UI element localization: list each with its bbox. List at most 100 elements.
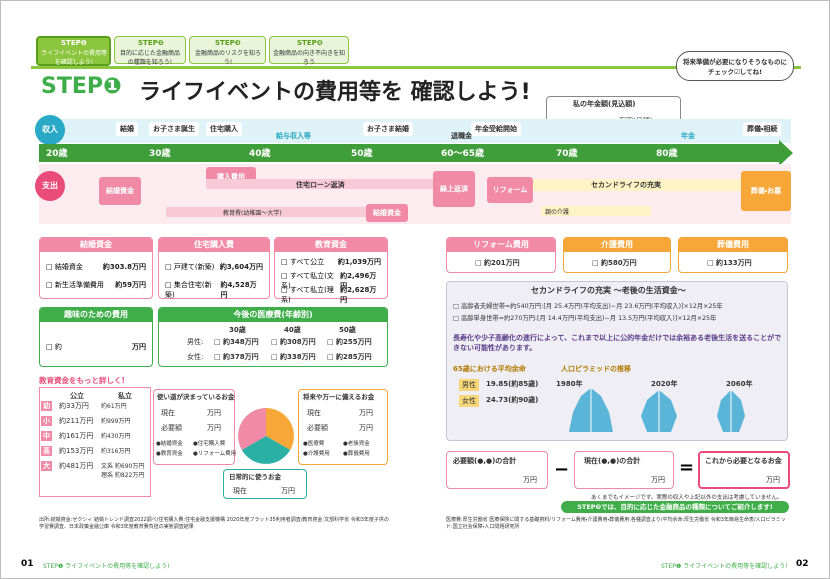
- tab-label: ライフイベントの費用等を確認しよう!: [41, 48, 107, 66]
- item: ●リフォーム費用: [193, 449, 236, 457]
- item: ●介護費用: [303, 449, 330, 457]
- summary-unit: 万円: [651, 475, 665, 485]
- value: □ 約580万円: [592, 258, 637, 268]
- expense-event: 葬儀・お墓: [741, 171, 791, 211]
- item: ●老後資金: [343, 439, 370, 447]
- footnote: 医療費:厚生労働省 医療保険に関する基礎資料/リフォーム費用・介護費用・葬儀費用…: [446, 517, 791, 531]
- age: 50歳: [351, 146, 373, 159]
- value: 約161万円: [59, 431, 93, 441]
- value: 約3,604万円: [220, 262, 263, 272]
- summary-unit: 万円: [523, 475, 537, 485]
- panel-title: 趣味のための費用: [40, 308, 152, 322]
- row-label: 中: [41, 431, 52, 441]
- panel-title: 今後の医療費(年齢別): [159, 308, 387, 322]
- income-event: 葬儀・相続: [743, 122, 781, 136]
- label: □ 約: [46, 342, 62, 352]
- footer-text: STEP❶ ライフイベントの費用等を確認しよう!: [661, 561, 788, 570]
- value: 約481万円: [59, 461, 93, 471]
- age: 30歳: [149, 146, 171, 159]
- row: □ 新生活準備費用 約59万円: [46, 280, 146, 290]
- panel: 介護費用 □ 約580万円: [563, 237, 671, 273]
- income-event: 年金受給開始: [471, 122, 521, 136]
- spread: STEP❶ ライフイベントの費用等を確認しよう! STEP❷ 目的に応じた金融商…: [0, 0, 830, 579]
- label: □ すべて公立: [281, 257, 324, 267]
- unit: 万円: [207, 423, 221, 433]
- value: 約59万円: [115, 280, 146, 290]
- value: 文系 約690万円 理系 約822万円: [101, 461, 149, 479]
- panel: 葬儀費用 □ 約133万円: [678, 237, 788, 273]
- summary-unit: 万円: [766, 475, 780, 485]
- row-label: 幼: [41, 401, 52, 411]
- panel-title: 介護費用: [564, 238, 670, 252]
- minus: −: [554, 459, 569, 480]
- value: □ 約255万円: [327, 337, 372, 347]
- value: 約61万円: [101, 401, 149, 410]
- life-value: 24.73(約90歳): [486, 395, 538, 405]
- summary-required: 必要額(●,●)の合計: [453, 456, 516, 466]
- panel-title: 住宅購入費: [159, 238, 269, 252]
- pie-box-title: 将来や万一に備えるお金: [303, 391, 374, 401]
- unit: 万円: [132, 342, 146, 352]
- value: 約2,628万円: [340, 285, 381, 305]
- age: 40歳: [249, 146, 271, 159]
- expense-event: 結婚資金: [99, 177, 141, 205]
- page-number: 02: [796, 559, 809, 569]
- row: □ すべて私立(理系)約2,628万円: [281, 285, 381, 305]
- value: □ 約201万円: [475, 258, 520, 268]
- income-event: お子さま結婚: [363, 122, 413, 136]
- value: □ 約133万円: [707, 258, 752, 268]
- label: □ 集合住宅(新築): [165, 280, 220, 300]
- banner[interactable]: STEP❷では、目的に応じた金融商品の種類についてご紹介します!: [561, 501, 789, 513]
- edu-detail-title: 教育資金をもっと詳しく!: [39, 375, 125, 386]
- item: ●葬儀費用: [343, 449, 370, 457]
- row-label: 女性:: [187, 352, 203, 362]
- expense-event: 結婚資金: [366, 204, 408, 222]
- row: □ すべて公立 約1,039万円: [281, 257, 381, 267]
- value: 約1,039万円: [338, 257, 381, 267]
- row-label: 小: [41, 416, 52, 426]
- expense-band: [39, 164, 791, 224]
- header: 公立: [70, 391, 84, 401]
- value: □ 約308万円: [271, 337, 316, 347]
- income-label: 収入: [35, 115, 65, 145]
- row-label: 大: [41, 461, 52, 471]
- age: 60〜65歳: [441, 146, 484, 159]
- label: 現在: [161, 408, 175, 418]
- panel-title: 葬儀費用: [679, 238, 787, 252]
- income-event: 退職金: [451, 131, 472, 141]
- value: 約33万円: [59, 401, 89, 411]
- value: □ 約378万円: [214, 352, 259, 362]
- panel-title: リフォーム費用: [447, 238, 555, 252]
- expense-event: セカンドライフの充実: [591, 180, 661, 190]
- tab-label: 金融商品のリスクを知ろう!: [193, 48, 263, 66]
- label: □ すべて私立(理系): [281, 285, 340, 305]
- value: 約4,528万円: [220, 280, 263, 300]
- tab-step: STEP❸: [215, 39, 241, 47]
- expense-event: 住宅ローン返済: [296, 180, 345, 190]
- age: 80歳: [656, 146, 678, 159]
- pie-box-title: 使い道が決まっているお金: [157, 391, 234, 401]
- panel: 住宅購入費 □ 戸建て(新築)約3,604万円 □ 集合住宅(新築)約4,528…: [158, 237, 270, 299]
- income-event: 給与収入等: [276, 131, 311, 141]
- tab-step: STEP❷: [138, 39, 164, 47]
- age-arrow: [779, 140, 793, 166]
- second-life-line: □ 高齢単身世帯=約270万円:[月 14.4万円(平均支出)−月 13.5万円…: [453, 313, 716, 322]
- label: 現在: [307, 408, 321, 418]
- label: □ 新生活準備費用: [46, 280, 104, 290]
- pension-title: 私の年金額(見込額): [573, 99, 635, 109]
- column: 40歳: [284, 325, 301, 335]
- tab-label: 目的に応じた金融商品の種類を知ろう!: [118, 48, 182, 66]
- panel-title: 教育資金: [275, 238, 387, 252]
- summary-note: あくまでもイメージです。実際の収入や上記以外の支出は考慮していません。: [591, 493, 783, 501]
- life-title: 65歳における平均余命: [453, 364, 526, 374]
- value: □ 約348万円: [214, 337, 259, 347]
- expense-event: リフォーム: [487, 177, 533, 203]
- row: □ 戸建て(新築)約3,604万円: [165, 262, 263, 272]
- value: 約303.8万円: [103, 262, 146, 272]
- row: □ 結婚資金約303.8万円: [46, 262, 146, 272]
- unit: 万円: [281, 486, 295, 496]
- life-label: 女性: [459, 395, 479, 407]
- footnote: 出所:結婚資金:ゼクシィ 結婚トレンド調査2022調べ/住宅購入費:住宅金融支援…: [39, 517, 389, 531]
- label: 現在: [233, 486, 247, 496]
- item: ●住宅購入費: [193, 439, 225, 447]
